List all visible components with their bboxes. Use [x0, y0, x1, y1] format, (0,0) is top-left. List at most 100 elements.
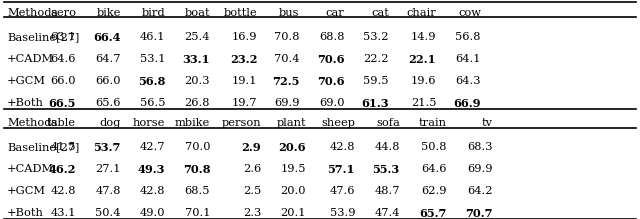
Text: 50.4: 50.4 [95, 208, 121, 218]
Text: 2.3: 2.3 [243, 208, 261, 218]
Text: bird: bird [142, 8, 166, 18]
Text: 27.1: 27.1 [95, 164, 121, 174]
Text: 53.2: 53.2 [364, 32, 389, 42]
Text: 41.5: 41.5 [51, 142, 76, 152]
Text: 49.0: 49.0 [140, 208, 166, 218]
Text: +Both: +Both [7, 98, 44, 108]
Text: 56.8: 56.8 [138, 76, 166, 87]
Text: 56.5: 56.5 [140, 98, 166, 108]
Text: 66.5: 66.5 [49, 98, 76, 109]
Text: 72.5: 72.5 [272, 76, 300, 87]
Text: 69.9: 69.9 [274, 98, 300, 108]
Text: 55.3: 55.3 [372, 164, 400, 175]
Text: 20.0: 20.0 [280, 186, 306, 196]
Text: 68.3: 68.3 [467, 142, 492, 152]
Text: 56.8: 56.8 [456, 32, 481, 42]
Text: 70.6: 70.6 [317, 54, 344, 65]
Text: 47.8: 47.8 [95, 186, 121, 196]
Text: person: person [221, 118, 261, 128]
Text: 23.2: 23.2 [230, 54, 257, 65]
Text: 57.1: 57.1 [328, 164, 355, 175]
Text: 21.5: 21.5 [411, 98, 436, 108]
Text: +CADM: +CADM [7, 164, 54, 174]
Text: 42.8: 42.8 [330, 142, 355, 152]
Text: 16.9: 16.9 [232, 32, 257, 42]
Text: 33.1: 33.1 [182, 54, 210, 65]
Text: 44.8: 44.8 [374, 142, 400, 152]
Text: 48.7: 48.7 [374, 186, 400, 196]
Text: 61.3: 61.3 [362, 98, 389, 109]
Text: boat: boat [184, 8, 210, 18]
Text: 19.1: 19.1 [232, 76, 257, 86]
Text: 50.8: 50.8 [421, 142, 447, 152]
Text: 46.2: 46.2 [49, 164, 76, 175]
Text: 49.3: 49.3 [138, 164, 166, 175]
Text: +Both: +Both [7, 208, 44, 218]
Text: 20.1: 20.1 [280, 208, 306, 218]
Text: Baseline[27]: Baseline[27] [7, 32, 79, 42]
Text: aero: aero [50, 8, 76, 18]
Text: cow: cow [458, 8, 481, 18]
Text: 47.4: 47.4 [374, 208, 400, 218]
Text: sofa: sofa [376, 118, 400, 128]
Text: 19.6: 19.6 [411, 76, 436, 86]
Text: 70.6: 70.6 [317, 76, 344, 87]
Text: train: train [419, 118, 447, 128]
Text: 2.5: 2.5 [243, 186, 261, 196]
Text: 14.9: 14.9 [411, 32, 436, 42]
Text: 22.1: 22.1 [408, 54, 436, 65]
Text: 53.9: 53.9 [330, 208, 355, 218]
Text: car: car [326, 8, 344, 18]
Text: 64.1: 64.1 [456, 54, 481, 64]
Text: dog: dog [99, 118, 121, 128]
Text: 43.1: 43.1 [51, 208, 76, 218]
Text: 20.3: 20.3 [185, 76, 210, 86]
Text: 26.8: 26.8 [185, 98, 210, 108]
Text: 42.7: 42.7 [140, 142, 166, 152]
Text: 59.5: 59.5 [364, 76, 389, 86]
Text: 66.9: 66.9 [453, 98, 481, 109]
Text: 19.5: 19.5 [280, 164, 306, 174]
Text: 63.1: 63.1 [51, 32, 76, 42]
Text: 70.7: 70.7 [465, 208, 492, 219]
Text: cat: cat [371, 8, 389, 18]
Text: 62.9: 62.9 [421, 186, 447, 196]
Text: 22.2: 22.2 [364, 54, 389, 64]
Text: 70.0: 70.0 [185, 142, 210, 152]
Text: 53.1: 53.1 [140, 54, 166, 64]
Text: 66.0: 66.0 [95, 76, 121, 86]
Text: chair: chair [406, 8, 436, 18]
Text: 69.0: 69.0 [319, 98, 344, 108]
Text: 25.4: 25.4 [185, 32, 210, 42]
Text: 53.7: 53.7 [93, 142, 121, 153]
Text: Methods: Methods [7, 8, 58, 18]
Text: 66.4: 66.4 [93, 32, 121, 43]
Text: 19.7: 19.7 [232, 98, 257, 108]
Text: 66.0: 66.0 [51, 76, 76, 86]
Text: 42.8: 42.8 [140, 186, 166, 196]
Text: table: table [47, 118, 76, 128]
Text: 47.6: 47.6 [330, 186, 355, 196]
Text: 64.6: 64.6 [421, 164, 447, 174]
Text: 2.9: 2.9 [242, 142, 261, 153]
Text: +GCM: +GCM [7, 186, 46, 196]
Text: 69.9: 69.9 [467, 164, 492, 174]
Text: 64.2: 64.2 [467, 186, 492, 196]
Text: 70.8: 70.8 [274, 32, 300, 42]
Text: 68.8: 68.8 [319, 32, 344, 42]
Text: 64.7: 64.7 [95, 54, 121, 64]
Text: 2.6: 2.6 [243, 164, 261, 174]
Text: 65.6: 65.6 [95, 98, 121, 108]
Text: Baseline[27]: Baseline[27] [7, 142, 79, 152]
Text: 70.1: 70.1 [185, 208, 210, 218]
Text: 46.1: 46.1 [140, 32, 166, 42]
Text: 70.4: 70.4 [274, 54, 300, 64]
Text: plant: plant [276, 118, 306, 128]
Text: 64.6: 64.6 [51, 54, 76, 64]
Text: bottle: bottle [224, 8, 257, 18]
Text: +GCM: +GCM [7, 76, 46, 86]
Text: Methods: Methods [7, 118, 58, 128]
Text: tv: tv [481, 118, 492, 128]
Text: 20.6: 20.6 [278, 142, 306, 153]
Text: bus: bus [279, 8, 300, 18]
